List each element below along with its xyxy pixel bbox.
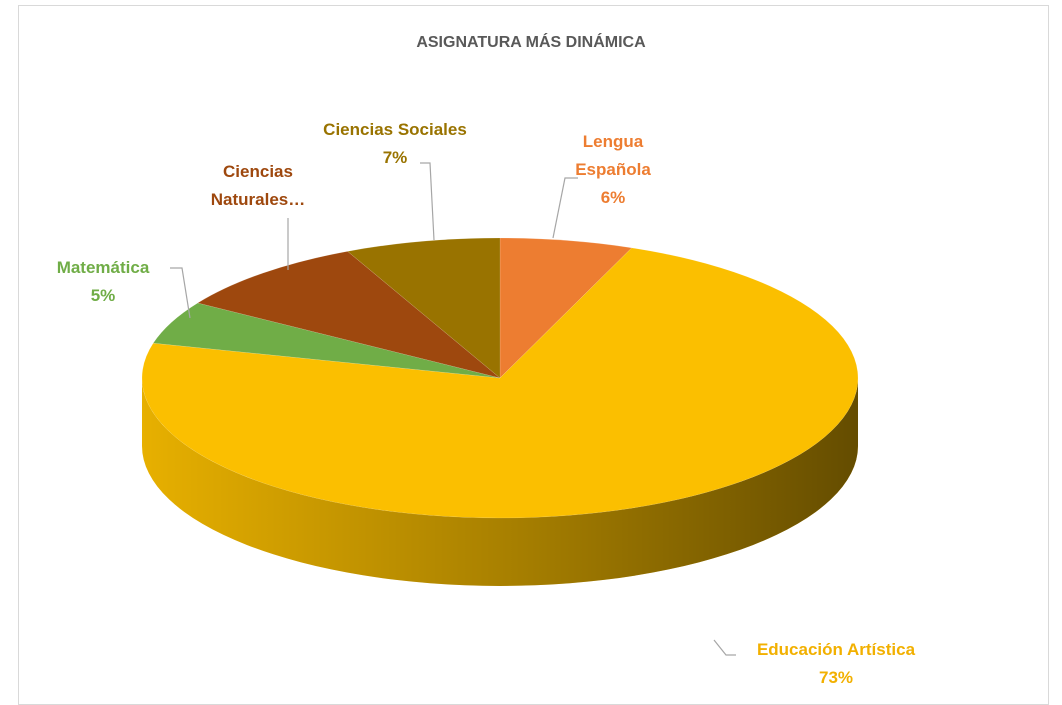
category-label: Ciencias Sociales bbox=[323, 120, 467, 139]
pie-slice bbox=[141, 247, 859, 519]
pie-slice bbox=[152, 302, 501, 379]
leader-line bbox=[552, 177, 578, 239]
leader-line bbox=[713, 639, 736, 656]
value-label: 73% bbox=[818, 668, 854, 687]
leader-line bbox=[170, 267, 191, 319]
category-label: Matemática bbox=[56, 258, 150, 277]
chart-title: ASIGNATURA MÁS DINÁMICA bbox=[416, 34, 646, 51]
pie-side-shade bbox=[142, 378, 858, 586]
value-label: 5% bbox=[90, 286, 116, 305]
pie-slice bbox=[347, 237, 501, 379]
value-label: 7% bbox=[382, 148, 408, 167]
pie-slice bbox=[197, 251, 501, 379]
category-label: Lengua Española bbox=[575, 132, 651, 179]
data-label: Ciencias Sociales 7% bbox=[295, 116, 495, 172]
pie-slice bbox=[499, 237, 633, 379]
leader-line bbox=[420, 162, 435, 241]
data-label: Lengua Española 6% bbox=[548, 128, 678, 212]
data-label: Ciencias Naturales… bbox=[203, 158, 313, 214]
category-label: Educación Artística bbox=[756, 640, 916, 659]
value-label: 6% bbox=[600, 188, 626, 207]
data-label: Educación Artística 73% bbox=[726, 636, 946, 692]
data-label: Matemática 5% bbox=[33, 254, 173, 310]
category-label: Ciencias Naturales… bbox=[210, 162, 306, 209]
